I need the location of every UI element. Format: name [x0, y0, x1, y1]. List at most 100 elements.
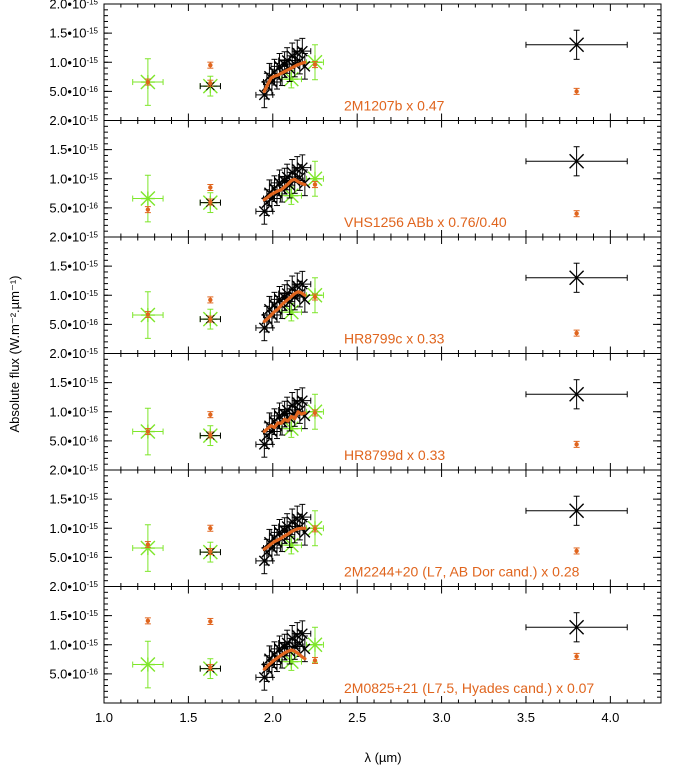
template-point	[312, 182, 318, 187]
spectrum-point	[296, 511, 308, 523]
template-point	[208, 526, 213, 531]
y-axis-label: Absolute flux (W.m⁻².µm⁻¹)	[7, 275, 22, 432]
spectrum-point	[258, 89, 270, 101]
panel-4: 5.0•10-16 1.0•10-15 1.5•10-15 2.0•10-15 HR87…	[49, 346, 662, 471]
template-point	[208, 297, 213, 303]
template-point	[312, 526, 318, 532]
spectrum-point	[286, 632, 298, 644]
spectrum-point	[299, 177, 311, 189]
spectrum-point	[299, 643, 311, 655]
x-tick-label: 2.0	[264, 710, 282, 725]
template-curve	[262, 177, 307, 202]
template-point	[574, 548, 579, 554]
x-tick-label: 2.5	[348, 710, 366, 725]
panel-label: HR8799d x 0.33	[344, 447, 445, 463]
long-band-point	[569, 386, 585, 402]
y-tick-label: 1.5•10-15	[49, 26, 98, 41]
template-point	[208, 619, 213, 624]
template-curve	[262, 290, 307, 324]
template-point	[208, 185, 213, 190]
y-tick-label: 2.0•10-15	[49, 579, 98, 594]
template-point	[312, 658, 318, 663]
y-tick-label: 2.0•10-15	[49, 0, 98, 12]
photometry-point	[307, 637, 323, 653]
x-tick-label: 1.0	[95, 710, 113, 725]
template-point	[208, 549, 213, 554]
template-point	[145, 79, 151, 85]
y-tick-label: 2.0•10-15	[49, 230, 98, 245]
template-curve	[262, 410, 307, 434]
y-tick-label: 1.5•10-15	[49, 142, 98, 157]
template-point	[208, 62, 213, 68]
template-point	[208, 432, 213, 438]
y-tick-label: 2.0•10-15	[49, 113, 98, 128]
y-tick-label: 5.0•10-16	[49, 550, 98, 565]
spectrum-point	[289, 291, 301, 303]
template-point	[145, 542, 151, 547]
spectrum-point	[286, 516, 298, 528]
y-tick-label: 5.0•10-16	[49, 433, 98, 448]
spectrum-point	[258, 555, 270, 567]
y-tick-label: 5.0•10-16	[49, 317, 98, 332]
template-point	[208, 316, 213, 322]
y-tick-label: 1.0•10-15	[49, 637, 98, 652]
y-tick-label: 1.0•10-15	[49, 521, 98, 536]
spectrum-point	[286, 50, 298, 62]
panel-label: HR8799c x 0.33	[344, 331, 445, 347]
photometry-point	[283, 537, 299, 553]
y-tick-label: 1.0•10-15	[49, 171, 98, 186]
template-point	[145, 429, 151, 434]
panel-1: 5.0•10-16 1.0•10-15 1.5•10-15 2.0•10-15 2M12…	[49, 0, 662, 121]
y-tick-label: 1.5•10-15	[49, 492, 98, 507]
spectrum-point	[258, 438, 270, 450]
template-point	[312, 294, 318, 300]
template-point	[574, 89, 579, 94]
template-point	[208, 199, 213, 205]
template-point	[145, 207, 151, 212]
template-point	[574, 330, 579, 336]
y-tick-label: 5.0•10-16	[49, 200, 98, 215]
spectrum-point	[296, 45, 308, 57]
panel-2: 5.0•10-16 1.0•10-15 1.5•10-15 2.0•10-15 VHS1…	[49, 113, 662, 238]
panel-5: 5.0•10-16 1.0•10-15 1.5•10-15 2.0•10-15 2M22…	[49, 463, 662, 587]
spectrum-point	[258, 322, 270, 334]
photometry-point	[140, 191, 156, 207]
y-tick-label: 2.0•10-15	[49, 346, 98, 361]
x-tick-label: 3.0	[433, 710, 451, 725]
template-point	[574, 211, 579, 216]
template-point	[312, 410, 318, 416]
y-tick-label: 5.0•10-16	[49, 84, 98, 99]
photometry-point	[283, 654, 299, 670]
spectrum-point	[286, 399, 298, 411]
template-curve	[262, 526, 307, 551]
photometry-point	[283, 188, 299, 204]
template-point	[574, 442, 579, 447]
panel-label: 2M0825+21 (L7.5, Hyades cand.) x 0.07	[344, 680, 594, 696]
long-band-point	[569, 153, 585, 169]
template-point	[574, 654, 579, 659]
panel-label: 2M2244+20 (L7, AB Dor cand.) x 0.28	[344, 564, 580, 580]
panel-label: VHS1256 ABb x 0.76/0.40	[344, 214, 507, 230]
x-tick-label: 3.5	[517, 710, 535, 725]
photometry-point	[283, 71, 299, 87]
x-axis-label: λ (µm)	[364, 750, 401, 765]
long-band-point	[569, 270, 585, 286]
template-point	[145, 618, 151, 624]
panel-3: 5.0•10-16 1.0•10-15 1.5•10-15 2.0•10-15 HR87…	[49, 230, 662, 354]
spectrum-point	[258, 671, 270, 683]
long-band-point	[569, 37, 585, 53]
y-tick-label: 1.0•10-15	[49, 404, 98, 419]
spectrum-point	[296, 628, 308, 640]
y-tick-label: 1.0•10-15	[49, 288, 98, 303]
y-tick-label: 1.5•10-15	[49, 608, 98, 623]
y-tick-label: 1.0•10-15	[49, 55, 98, 70]
y-tick-label: 1.5•10-15	[49, 375, 98, 390]
template-point	[145, 312, 151, 317]
photometry-point	[283, 304, 299, 320]
panel-6: 5.0•10-16 1.0•10-15 1.5•10-15 2.0•10-15 2M08…	[49, 579, 662, 704]
template-point	[208, 81, 213, 86]
spectrum-point	[258, 205, 270, 217]
spectrum-point	[286, 166, 298, 178]
y-tick-label: 1.5•10-15	[49, 259, 98, 274]
